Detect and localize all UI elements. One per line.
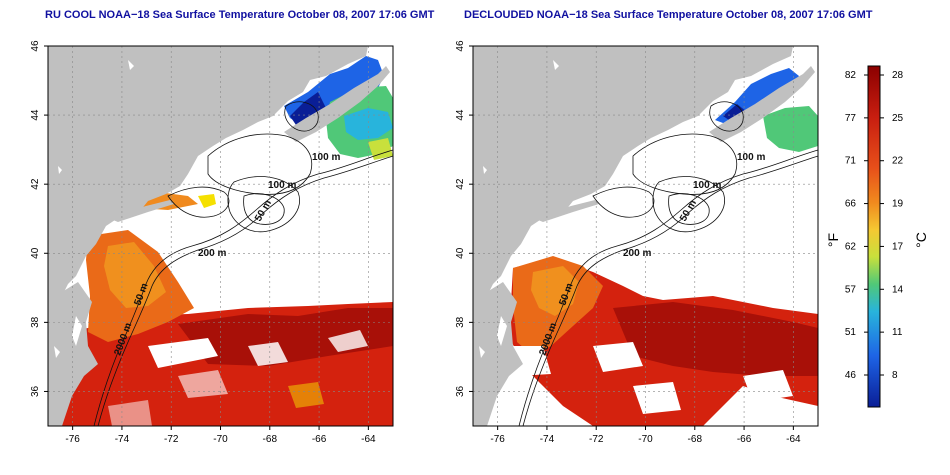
lon-tick-label: -66 [737, 434, 752, 445]
lat-tick-label: 38 [455, 316, 466, 328]
contour-label-100m: 100 m [268, 180, 296, 191]
colorbar-f-label: °F [825, 233, 841, 247]
colorbar-c-tick: 28 [892, 70, 904, 81]
contour-label-100m: 100 m [693, 180, 721, 191]
colorbar-f-tick: 57 [845, 284, 857, 295]
colorbar-c-tick: 8 [892, 370, 898, 381]
contour-label-200m: 200 m [623, 248, 651, 259]
lat-tick-label: 42 [30, 178, 41, 190]
lon-tick-label: -64 [361, 434, 376, 445]
lon-tick-label: -64 [786, 434, 801, 445]
contour-label-200m: 200 m [198, 248, 226, 259]
lat-tick-label: 46 [30, 40, 41, 52]
lat-tick-label: 44 [455, 109, 466, 121]
lon-tick-label: -74 [115, 434, 130, 445]
lon-tick-label: -72 [589, 434, 604, 445]
colorbar-f-tick: 66 [845, 199, 857, 210]
colorbar-gradient [867, 65, 881, 408]
lon-tick-label: -76 [490, 434, 505, 445]
colorbar: 82 28 77 25 71 22 66 19 62 17 57 14 51 11 46 8 °F °C [825, 65, 929, 408]
lon-tick-label: -66 [312, 434, 327, 445]
contour-label-100m-north: 100 m [737, 152, 765, 163]
lon-tick-label: -76 [65, 434, 80, 445]
map-panel-right: 200 m 100 m 50 m 100 m 50 m 2000 m -76 -7… [455, 40, 819, 445]
lon-tick-label: -70 [213, 434, 228, 445]
map-title-left: RU COOL NOAA−18 Sea Surface Temperature … [45, 9, 435, 21]
lat-tick-label: 40 [30, 247, 41, 259]
lat-tick-label: 40 [455, 247, 466, 259]
lat-tick-label: 42 [455, 178, 466, 190]
colorbar-f-tick: 82 [845, 70, 857, 81]
colorbar-f-tick: 71 [845, 156, 857, 167]
lon-tick-label: -68 [688, 434, 703, 445]
colorbar-f-tick: 51 [845, 327, 857, 338]
colorbar-f-tick: 46 [845, 370, 857, 381]
lat-tick-label: 36 [455, 385, 466, 397]
map-title-right: DECLOUDED NOAA−18 Sea Surface Temperatur… [464, 9, 873, 21]
lat-tick-label: 38 [30, 316, 41, 328]
lat-tick-label: 36 [30, 385, 41, 397]
colorbar-c-tick: 22 [892, 156, 904, 167]
lat-tick-label: 46 [455, 40, 466, 52]
colorbar-c-tick: 14 [892, 284, 904, 295]
contour-label-100m-north: 100 m [312, 152, 340, 163]
colorbar-c-label: °C [913, 232, 929, 248]
colorbar-c-tick: 19 [892, 199, 904, 210]
colorbar-f-tick: 77 [845, 113, 857, 124]
colorbar-c-tick: 17 [892, 241, 904, 252]
colorbar-c-tick: 25 [892, 113, 904, 124]
lon-tick-label: -74 [540, 434, 555, 445]
colorbar-c-tick: 11 [892, 327, 903, 338]
map-panel-left: 200 m 100 m 50 m 100 m 50 m 2000 m -76 -7… [30, 40, 394, 445]
lon-tick-label: -70 [638, 434, 653, 445]
colorbar-f-tick: 62 [845, 241, 857, 252]
lon-tick-label: -72 [164, 434, 179, 445]
lat-tick-label: 44 [30, 109, 41, 121]
lon-tick-label: -68 [263, 434, 278, 445]
